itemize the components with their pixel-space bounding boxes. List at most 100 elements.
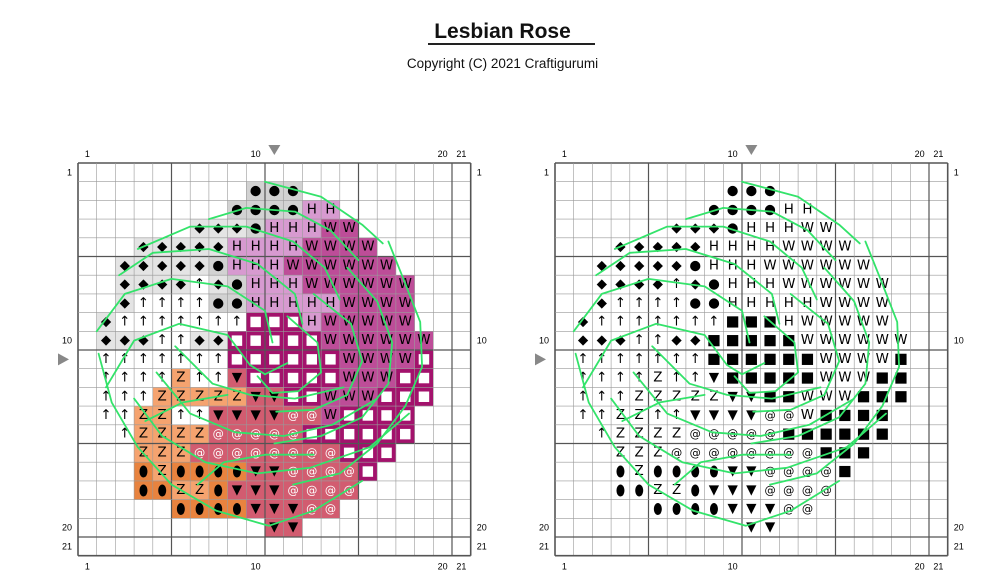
- stitch-symbol: ⬮: [634, 481, 643, 499]
- stitch-cell: [208, 312, 228, 332]
- stitch-cell: [171, 331, 191, 350]
- stitch-symbol: @: [783, 465, 794, 478]
- stitch-symbol: W: [399, 314, 412, 329]
- outline-stroke: [97, 352, 364, 527]
- stitch-cell: [171, 293, 191, 313]
- stitch-cell: [265, 499, 284, 519]
- stitch-symbol: Z: [672, 483, 681, 498]
- stitch-symbol: @: [306, 465, 317, 478]
- stitch-symbol: ↑: [213, 352, 224, 367]
- stitch-cell: [283, 219, 303, 238]
- stitch-symbol: ●: [287, 184, 299, 199]
- page-title: Lesbian Rose: [434, 20, 571, 43]
- stitch-symbol: ◆: [709, 221, 720, 236]
- stitch-symbol: W: [857, 371, 870, 386]
- axis-label-right: 20: [954, 523, 964, 533]
- stitch-symbol: H: [746, 240, 756, 255]
- outline-stroke: [651, 345, 822, 400]
- stitch-symbol: ↑: [119, 371, 130, 386]
- stitch-cell: [152, 350, 172, 369]
- stitch-symbol: ▼: [746, 501, 757, 516]
- stitch-symbol: W: [417, 333, 430, 348]
- stitch-symbol: ▼: [213, 408, 224, 423]
- stitch-symbol: ▼: [727, 464, 738, 479]
- stitch-symbol: ↑: [213, 314, 224, 329]
- square-symbol: [857, 447, 870, 459]
- stitch-symbol: Z: [176, 371, 185, 386]
- stitch-cell: [246, 406, 265, 425]
- outline-stroke: [155, 371, 379, 437]
- stitch-symbol: ◆: [213, 221, 224, 236]
- stitch-symbol: H: [746, 221, 756, 236]
- square-symbol: [783, 391, 795, 403]
- square-symbol: [306, 372, 317, 384]
- stitch-cell: [339, 275, 359, 294]
- stitch-cell: [377, 312, 396, 332]
- stitch-symbol: ↑: [100, 352, 111, 367]
- stitch-symbol: H: [307, 202, 317, 217]
- square-symbol: [783, 353, 795, 365]
- stitch-symbol: W: [324, 314, 337, 329]
- stitch-cell: [190, 368, 209, 388]
- square-symbol: [801, 428, 814, 440]
- stitch-cell: [208, 331, 228, 350]
- stitch-symbol: W: [342, 333, 355, 348]
- stitch-symbol: ↑: [634, 314, 645, 329]
- stitch-symbol: ◆: [671, 333, 682, 348]
- stitch-symbol: ↑: [652, 314, 663, 329]
- stitch-symbol: W: [361, 296, 374, 311]
- square-symbol: [839, 447, 851, 459]
- stitch-cell: [265, 293, 284, 313]
- stitch-symbol: ⬮: [176, 500, 185, 518]
- stitch-cell: [246, 219, 265, 238]
- square-symbol: [418, 391, 430, 402]
- stitch-symbol: ↑: [690, 371, 701, 386]
- stitch-cell: [190, 237, 209, 257]
- stitch-cell: [134, 387, 153, 407]
- stitch-symbol: ◆: [194, 258, 205, 273]
- square-symbol: [708, 353, 720, 365]
- stitch-cell: [395, 293, 415, 313]
- stitch-symbol: ▼: [727, 483, 738, 498]
- stitch-symbol: ◆: [690, 240, 701, 255]
- stitch-symbol: ⬮: [195, 500, 204, 518]
- stitch-symbol: ▼: [250, 464, 261, 479]
- outline-stroke: [105, 322, 289, 389]
- stitch-cell: [265, 424, 284, 444]
- stitch-cell: [302, 275, 322, 294]
- square-symbol: [325, 354, 336, 365]
- stitch-symbol: Z: [635, 408, 644, 423]
- stitch-symbol: ●: [212, 258, 224, 273]
- square-symbol: [727, 335, 739, 347]
- square-symbol: [381, 428, 392, 440]
- stitch-symbol: ↑: [175, 408, 186, 423]
- stitch-cell: [171, 350, 191, 369]
- stitch-cell: [115, 368, 135, 388]
- stitch-symbol: W: [361, 352, 374, 367]
- stitch-cell: [358, 368, 378, 388]
- square-symbol: [362, 447, 374, 459]
- stitch-cell: [152, 480, 172, 500]
- axis-label-right: 21: [954, 541, 964, 551]
- stitch-symbol: @: [231, 446, 242, 459]
- stitch-symbol: ●: [250, 202, 262, 217]
- stitch-symbol: @: [269, 446, 280, 459]
- stitch-symbol: ▼: [232, 371, 243, 386]
- outline-stroke: [256, 315, 323, 394]
- stitch-symbol: ▼: [709, 408, 720, 423]
- stitch-cell: [321, 237, 340, 257]
- stitch-symbol: W: [782, 277, 795, 292]
- stitch-cell: [134, 350, 153, 369]
- square-symbol: [876, 372, 888, 384]
- outline-stroke: [595, 248, 781, 325]
- stitch-cell: [171, 462, 191, 481]
- stitch-cell: [190, 331, 209, 350]
- stitch-cell: [246, 499, 265, 519]
- stitch-cell: [152, 443, 172, 463]
- stitch-symbol: ⬮: [157, 481, 166, 499]
- stitch-symbol: H: [232, 258, 242, 273]
- square-symbol: [269, 316, 280, 328]
- stitch-symbol: ⬮: [139, 463, 148, 481]
- stitch-symbol: Z: [653, 371, 662, 386]
- stitch-symbol: @: [821, 465, 832, 478]
